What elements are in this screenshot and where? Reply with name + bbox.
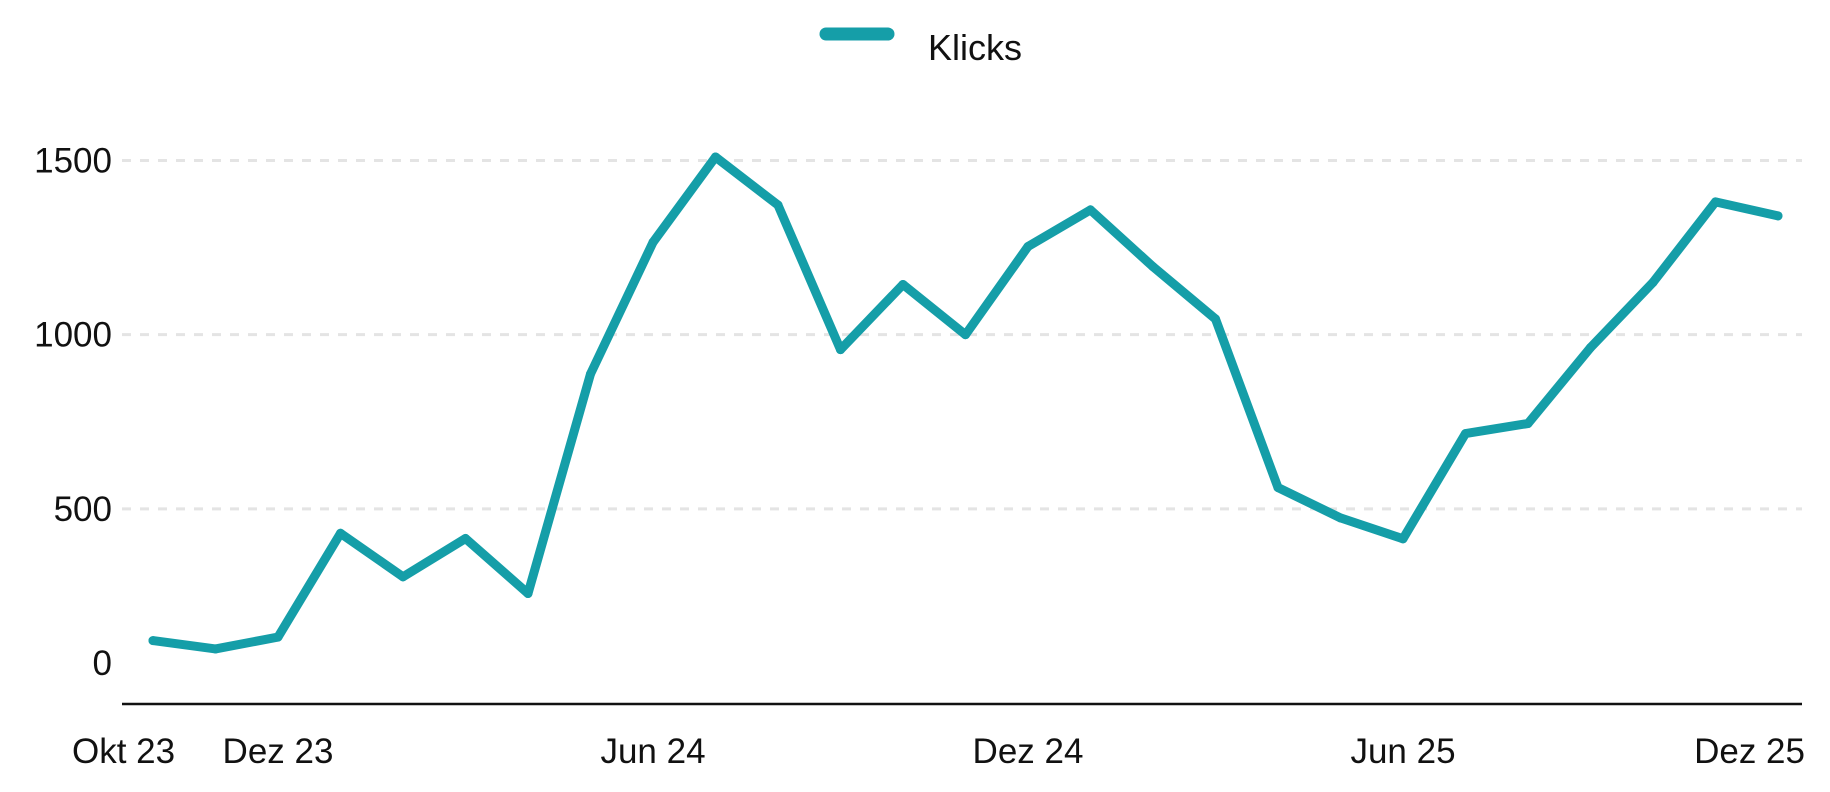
legend-label-klicks: Klicks (928, 27, 1022, 68)
x-tick-label: Okt 23 (72, 732, 175, 771)
x-tick-label: Jun 25 (1350, 732, 1455, 771)
data-point (1586, 343, 1595, 353)
data-point (836, 345, 845, 355)
data-point (1148, 262, 1158, 272)
data-point (1461, 429, 1470, 439)
data-point (1773, 211, 1783, 221)
data-point (523, 589, 533, 599)
y-tick-label: 500 (54, 490, 112, 529)
data-point (273, 632, 283, 642)
data-point (773, 200, 783, 210)
x-tick-label: Dez 25 (1694, 732, 1805, 771)
data-point (711, 152, 720, 162)
data-point (336, 528, 345, 538)
x-tick-label: Jun 24 (600, 732, 705, 771)
data-point (1023, 242, 1033, 252)
data-point (398, 572, 408, 582)
data-point (961, 330, 970, 340)
y-tick-label: 0 (93, 644, 112, 683)
data-point (1711, 197, 1720, 207)
data-point (1336, 513, 1345, 523)
data-point (461, 533, 470, 543)
data-point (1648, 277, 1658, 287)
data-point (211, 644, 220, 654)
data-point (1211, 314, 1220, 324)
data-point (1273, 483, 1283, 493)
x-axis-ticks: Okt 23 Dez 23 Jun 24 Dez 24 Jun 25 Dez 25 (72, 732, 1805, 771)
legend: Klicks (819, 27, 1022, 68)
y-axis-ticks: 0 500 1000 1500 (34, 141, 112, 683)
data-point (648, 237, 658, 247)
data-point (898, 279, 908, 289)
data-point (1523, 419, 1533, 429)
series-line-klicks (148, 152, 1783, 654)
x-tick-label: Dez 24 (973, 732, 1084, 771)
y-tick-label: 1500 (34, 141, 112, 180)
data-point (1398, 534, 1408, 544)
data-point (586, 369, 595, 379)
data-point (1086, 205, 1095, 215)
data-point (148, 636, 158, 646)
x-tick-label: Dez 23 (223, 732, 334, 771)
y-tick-label: 1000 (34, 316, 112, 355)
